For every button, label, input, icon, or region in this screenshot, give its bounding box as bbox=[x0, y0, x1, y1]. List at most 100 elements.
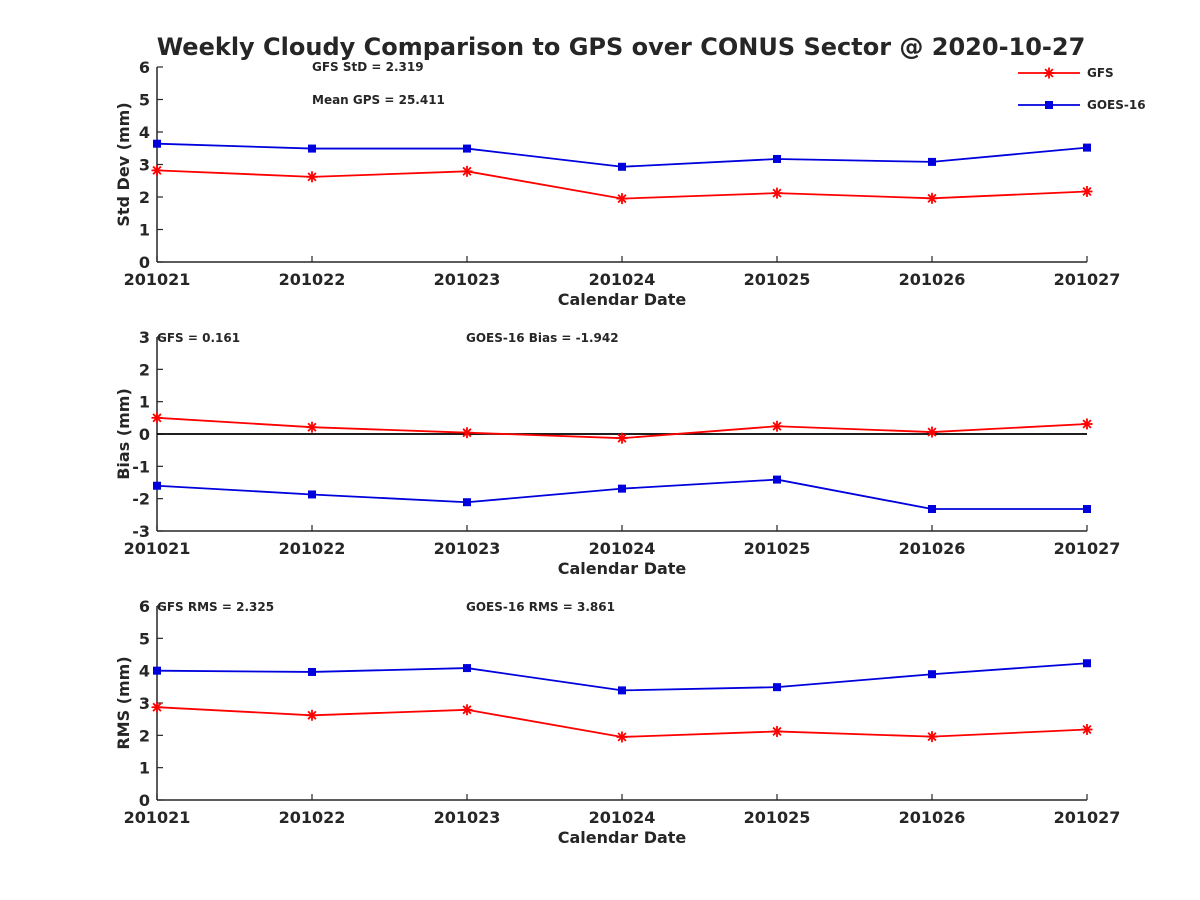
y-axis-label: Std Dev (mm) bbox=[114, 102, 133, 226]
data-point bbox=[926, 426, 938, 438]
panels: 0 1 2 3 4 5 6 201021 201022 201023 201024 201025 201… bbox=[114, 58, 1120, 847]
data-point bbox=[926, 192, 938, 204]
asterisk-stroke bbox=[462, 166, 472, 176]
x-tick-label: 201023 bbox=[434, 270, 501, 289]
data-point bbox=[773, 683, 781, 692]
asterisk-stroke bbox=[1082, 419, 1092, 429]
data-point bbox=[1081, 724, 1093, 736]
y-tick-label: 6 bbox=[139, 58, 150, 77]
series-line bbox=[156, 478, 1087, 510]
x-tick-label: 201025 bbox=[744, 808, 811, 827]
x-tick-label: 201023 bbox=[434, 808, 501, 827]
legend-label: GOES-16 bbox=[1087, 98, 1146, 112]
panel-3: 0 1 2 3 4 5 6 201021 201022 201023 201024 201025 201… bbox=[114, 597, 1120, 847]
stat-annotation: GFS = 0.161 bbox=[157, 331, 240, 345]
asterisk-stroke bbox=[927, 732, 937, 742]
x-tick-label: 201021 bbox=[124, 539, 191, 558]
asterisk-stroke bbox=[1082, 186, 1092, 197]
data-point bbox=[461, 704, 473, 716]
y-tick-label: 2 bbox=[139, 360, 150, 379]
y-tick-label: -1 bbox=[132, 457, 150, 476]
y-axis-label: RMS (mm) bbox=[114, 656, 133, 749]
data-point bbox=[618, 484, 626, 493]
data-point bbox=[618, 686, 626, 695]
asterisk-stroke bbox=[927, 193, 937, 203]
asterisk-stroke bbox=[152, 702, 162, 712]
data-point bbox=[771, 420, 783, 432]
data-point bbox=[926, 731, 938, 743]
series-gfs bbox=[151, 701, 1093, 743]
x-tick-label: 201026 bbox=[899, 270, 966, 289]
asterisk-stroke bbox=[772, 188, 782, 198]
y-tick-label: 0 bbox=[139, 425, 150, 444]
data-point bbox=[616, 731, 628, 743]
asterisk-stroke bbox=[927, 427, 937, 437]
data-point bbox=[928, 157, 936, 166]
stat-annotation: Mean GPS = 25.411 bbox=[312, 93, 445, 107]
data-point bbox=[151, 164, 163, 176]
y-tick-label: 4 bbox=[139, 123, 150, 142]
stat-annotation: GOES-16 Bias = -1.942 bbox=[466, 331, 619, 345]
y-tick-label: 5 bbox=[139, 91, 150, 110]
data-point bbox=[153, 481, 161, 490]
data-point bbox=[463, 144, 471, 153]
data-point bbox=[1081, 418, 1093, 430]
asterisk-stroke bbox=[152, 413, 162, 423]
y-tick-label: 3 bbox=[139, 156, 150, 175]
y-tick-label: 4 bbox=[139, 662, 150, 681]
x-axis-label: Calendar Date bbox=[558, 828, 687, 847]
x-tick-label: 201026 bbox=[899, 539, 966, 558]
x-tick-label: 201021 bbox=[124, 270, 191, 289]
series-goes-16 bbox=[153, 475, 1091, 514]
stat-annotation: GFS RMS = 2.325 bbox=[157, 600, 274, 614]
y-axis-label: Bias (mm) bbox=[114, 388, 133, 480]
x-tick-label: 201021 bbox=[124, 808, 191, 827]
data-point bbox=[308, 667, 316, 676]
data-point bbox=[461, 165, 473, 177]
data-point bbox=[151, 701, 163, 713]
asterisk-stroke bbox=[617, 433, 627, 443]
data-point bbox=[463, 498, 471, 507]
data-point bbox=[773, 154, 781, 163]
data-point bbox=[771, 187, 783, 199]
data-point bbox=[618, 162, 626, 171]
data-point bbox=[616, 432, 628, 444]
legend: GFS GOES-16 bbox=[1018, 66, 1146, 112]
legend-item-goes-16: GOES-16 bbox=[1018, 98, 1146, 112]
data-point bbox=[306, 171, 318, 183]
data-point bbox=[153, 666, 161, 675]
data-point bbox=[463, 664, 471, 673]
data-point bbox=[151, 412, 163, 424]
legend-marker bbox=[1043, 67, 1055, 79]
series-gfs bbox=[151, 412, 1093, 444]
y-tick-label: -2 bbox=[132, 490, 150, 509]
asterisk-stroke bbox=[617, 732, 627, 742]
x-tick-label: 201025 bbox=[744, 539, 811, 558]
asterisk-stroke bbox=[152, 165, 162, 175]
y-tick-label: 5 bbox=[139, 629, 150, 648]
y-tick-label: 0 bbox=[139, 791, 150, 810]
x-tick-label: 201024 bbox=[589, 539, 656, 558]
chart-title: Weekly Cloudy Comparison to GPS over CON… bbox=[157, 33, 1086, 61]
y-tick-label: 2 bbox=[139, 188, 150, 207]
x-tick-label: 201024 bbox=[589, 270, 656, 289]
data-point bbox=[616, 193, 628, 205]
x-tick-label: 201023 bbox=[434, 539, 501, 558]
x-tick-label: 201025 bbox=[744, 270, 811, 289]
x-tick-label: 201027 bbox=[1054, 539, 1121, 558]
y-tick-label: 1 bbox=[139, 759, 150, 778]
data-point bbox=[306, 709, 318, 721]
data-point bbox=[928, 670, 936, 679]
data-point bbox=[771, 725, 783, 737]
y-tick-label: 3 bbox=[139, 694, 150, 713]
data-point bbox=[773, 475, 781, 484]
y-tick-label: 3 bbox=[139, 328, 150, 347]
asterisk-stroke bbox=[462, 428, 472, 438]
x-tick-label: 201026 bbox=[899, 808, 966, 827]
panel-1: 0 1 2 3 4 5 6 201021 201022 201023 201024 201025 201… bbox=[114, 58, 1120, 309]
panel-2: -3 -2 -1 0 1 2 3 201021 201022 201023 201024 201025… bbox=[114, 328, 1120, 578]
asterisk-stroke bbox=[307, 422, 317, 432]
x-tick-label: 201022 bbox=[279, 270, 346, 289]
asterisk-stroke bbox=[772, 726, 782, 736]
data-point bbox=[461, 427, 473, 439]
